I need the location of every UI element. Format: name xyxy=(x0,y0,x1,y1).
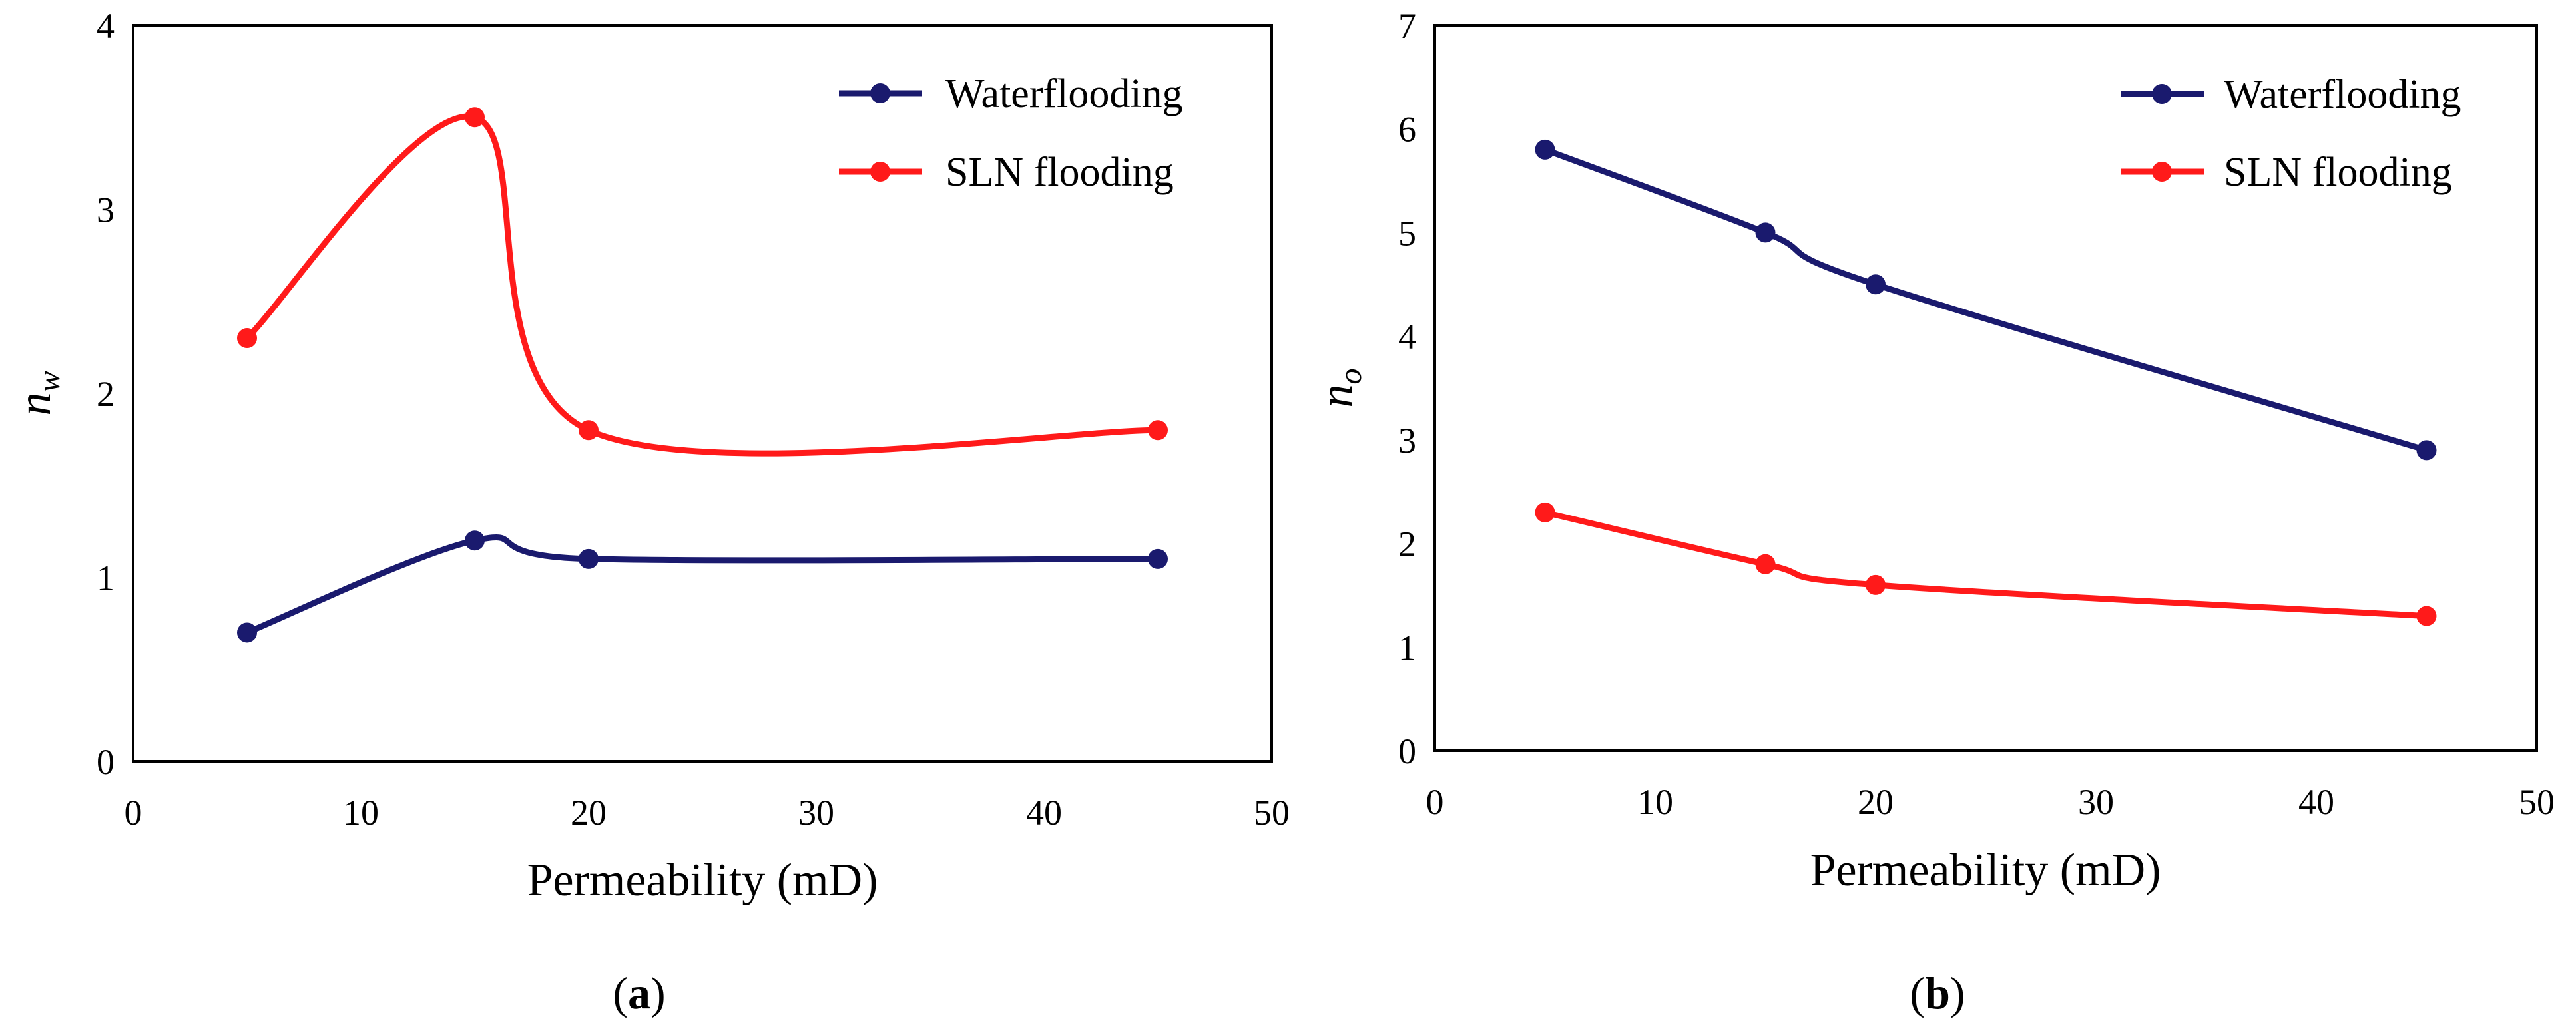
data-point xyxy=(1535,502,1555,522)
series-line-waterflooding xyxy=(246,534,1159,636)
y-tick-label: 0 xyxy=(1398,731,1416,771)
x-axis-label: Permeability (mD) xyxy=(1810,845,2161,896)
legend-label-waterflooding: Waterflooding xyxy=(2224,72,2461,117)
x-tick-label: 40 xyxy=(1026,793,1062,833)
x-axis-label: Permeability (mD) xyxy=(527,855,878,906)
y-axis-label-var: n xyxy=(1311,385,1362,408)
y-tick-label: 2 xyxy=(1398,524,1416,564)
legend: Waterflooding SLN flooding xyxy=(839,71,1183,195)
y-tick-label: 0 xyxy=(97,742,115,782)
panel-label-a-letter: a xyxy=(628,968,650,1018)
data-point xyxy=(2416,606,2437,626)
panel-label-b: (b) xyxy=(1910,968,1965,1018)
data-point xyxy=(237,328,257,349)
data-point xyxy=(465,107,485,128)
data-point xyxy=(1755,554,1776,574)
y-tick-label: 3 xyxy=(97,190,115,230)
y-tick-labels: 0 1 2 3 4 5 6 7 xyxy=(1398,6,1416,771)
y-tick-label: 3 xyxy=(1398,421,1416,461)
y-axis-label: no xyxy=(1311,369,1368,408)
series-group xyxy=(1535,139,2437,626)
data-point xyxy=(1148,420,1168,441)
plot-frame xyxy=(1433,24,2538,752)
data-point xyxy=(2416,440,2437,461)
y-tick-label: 6 xyxy=(1398,110,1416,150)
legend-marker-waterflooding xyxy=(2152,84,2172,104)
y-axis-label: nw xyxy=(9,371,67,415)
x-tick-label: 50 xyxy=(1254,793,1290,833)
y-tick-label: 5 xyxy=(1398,213,1416,253)
data-point xyxy=(1535,139,1555,160)
x-tick-label: 10 xyxy=(1637,782,1673,822)
plot-frame xyxy=(132,24,1273,763)
data-point xyxy=(579,548,599,569)
data-point xyxy=(1755,222,1776,243)
y-axis-label-var: n xyxy=(9,393,61,416)
panel-label-b-letter: b xyxy=(1925,968,1950,1018)
x-tick-label: 20 xyxy=(571,793,607,833)
series-line-sln-flooding xyxy=(1544,509,2427,620)
x-tick-label: 30 xyxy=(798,793,834,833)
legend-marker-sln-flooding xyxy=(870,162,890,182)
data-point xyxy=(237,622,257,643)
legend-label-sln-flooding: SLN flooding xyxy=(2224,150,2452,195)
data-point xyxy=(1866,274,1886,295)
y-tick-label: 2 xyxy=(97,374,115,414)
y-tick-label: 1 xyxy=(1398,628,1416,668)
data-point xyxy=(1148,548,1168,569)
series-line-sln-flooding xyxy=(244,113,1159,457)
x-tick-label: 0 xyxy=(125,793,142,833)
data-point xyxy=(1866,574,1886,595)
x-tick-label: 50 xyxy=(2519,782,2555,822)
panel-label-a: (a) xyxy=(613,968,665,1018)
legend-label-sln-flooding: SLN flooding xyxy=(945,150,1174,195)
series-group xyxy=(237,107,1168,643)
data-point xyxy=(579,420,599,441)
x-tick-labels: 0 10 20 30 40 50 xyxy=(1426,782,2555,822)
x-tick-label: 20 xyxy=(1858,782,1894,822)
y-tick-label: 4 xyxy=(1398,317,1416,357)
legend-marker-sln-flooding xyxy=(2152,162,2172,182)
x-tick-label: 0 xyxy=(1426,782,1444,822)
y-axis-label-sub: w xyxy=(31,371,67,392)
y-tick-label: 7 xyxy=(1398,6,1416,46)
legend-label-waterflooding: Waterflooding xyxy=(945,71,1183,116)
series-line-waterflooding xyxy=(1543,146,2428,453)
x-tick-label: 40 xyxy=(2298,782,2334,822)
x-tick-labels: 0 10 20 30 40 50 xyxy=(125,793,1290,833)
data-point xyxy=(465,530,485,551)
x-tick-label: 10 xyxy=(343,793,379,833)
y-tick-labels: 0 1 2 3 4 xyxy=(97,6,115,782)
panel-a-chart: 0 1 2 3 4 0 10 20 30 40 50 Permeability … xyxy=(9,6,1290,1018)
y-axis-label-sub: o xyxy=(1333,369,1368,385)
legend-marker-waterflooding xyxy=(870,83,890,103)
x-tick-label: 30 xyxy=(2078,782,2114,822)
panel-b-chart: 0 1 2 3 4 5 6 7 0 10 20 30 40 50 Permeab… xyxy=(1311,6,2555,1018)
legend: Waterflooding SLN flooding xyxy=(2121,72,2461,195)
y-tick-label: 1 xyxy=(97,558,115,598)
y-tick-label: 4 xyxy=(97,6,115,46)
